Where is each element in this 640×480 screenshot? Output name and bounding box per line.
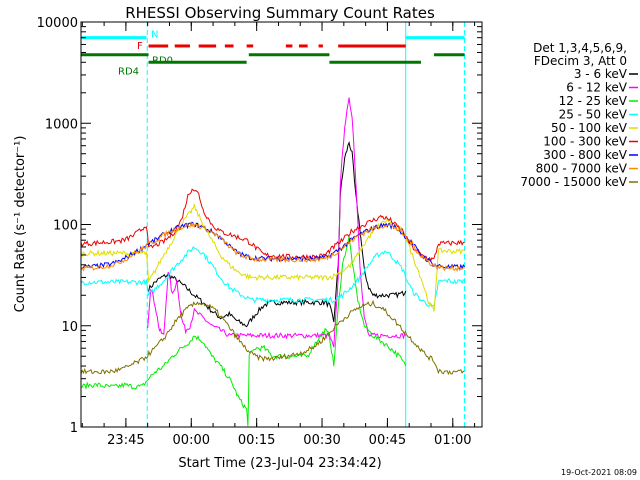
- legend-entry-label: 25 - 50 keV: [559, 108, 628, 122]
- series-line-7000-15000-kev: [81, 299, 465, 376]
- y-axis-label: Count Rate (s⁻¹ detector⁻¹): [13, 136, 28, 313]
- flag-label-f: F: [137, 41, 143, 52]
- plot-area: NF RD0 RD4 1 10 100 1000 10000 23:45 00:00 00:15…: [37, 16, 483, 448]
- y-tick-label: 1000: [45, 117, 78, 132]
- legend-entry-label: 12 - 25 keV: [559, 94, 628, 108]
- legend-header-line: Det 1,3,4,5,6,9,: [533, 41, 627, 55]
- x-tick-label: 00:15: [238, 433, 275, 448]
- legend-entry-label: 50 - 100 keV: [551, 121, 628, 135]
- series-line-6-12-kev: [147, 97, 407, 348]
- legend-entry-label: 300 - 800 keV: [543, 148, 627, 162]
- flag-label-n: N: [151, 30, 158, 41]
- legend-entry-label: 6 - 12 keV: [566, 81, 628, 95]
- series-line-12-25-kev: [81, 235, 407, 427]
- y-tick-label: 10: [61, 320, 78, 335]
- chart-title: RHESSI Observing Summary Count Rates: [125, 4, 435, 22]
- y-tick-label: 10000: [37, 16, 78, 31]
- flag-label-rd0: RD0: [152, 56, 173, 67]
- legend-entry-label: 7000 - 15000 keV: [520, 175, 627, 189]
- flag-label-rd4: RD4: [118, 66, 139, 77]
- y-axis-ticks: 1 10 100 1000 10000: [37, 16, 482, 436]
- y-tick-label: 1: [70, 421, 78, 436]
- series-line-25-50-kev: [81, 246, 465, 307]
- legend: Det 1,3,4,5,6,9,FDecim 3, Att 03 - 6 keV…: [520, 41, 638, 189]
- x-tick-label: 00:30: [303, 433, 340, 448]
- flag-bars: NF RD0 RD4: [81, 30, 465, 77]
- x-axis-ticks: 23:45 00:00 00:15 00:30 00:45 01:00: [81, 22, 476, 448]
- footer-timestamp: 19-Oct-2021 08:09: [561, 468, 637, 477]
- legend-entry-label: 800 - 7000 keV: [536, 162, 628, 176]
- legend-entry-label: 3 - 6 keV: [574, 67, 628, 81]
- series-line-50-100-kev: [81, 204, 465, 312]
- x-axis-label: Start Time (23-Jul-04 23:34:42): [178, 456, 381, 471]
- x-tick-label: 01:00: [434, 433, 471, 448]
- vertical-markers: [81, 22, 466, 427]
- series-line-3-6-kev: [148, 140, 407, 328]
- series-lines: [81, 97, 466, 427]
- legend-entry-label: 100 - 300 keV: [543, 135, 627, 149]
- x-tick-label: 23:45: [107, 433, 144, 448]
- x-tick-label: 00:00: [173, 433, 210, 448]
- legend-header-line: FDecim 3, Att 0: [534, 54, 627, 68]
- x-tick-label: 00:45: [369, 433, 406, 448]
- y-tick-label: 100: [53, 219, 78, 234]
- series-line-800-7000-kev: [81, 221, 465, 273]
